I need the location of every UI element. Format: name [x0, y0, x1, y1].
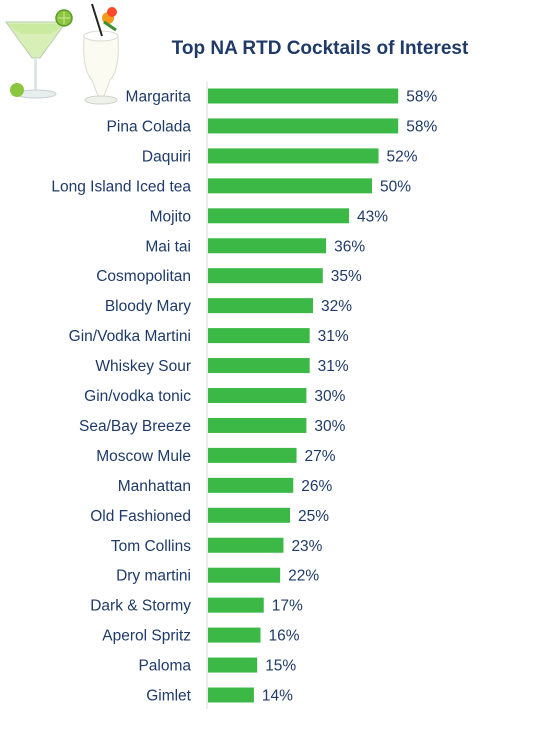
data-label: 43%: [357, 208, 388, 225]
bar: [208, 328, 310, 344]
bar: [208, 268, 323, 284]
category-label: Pina Colada: [107, 118, 192, 135]
bar: [208, 178, 372, 194]
bar: [208, 537, 284, 553]
category-label: Margarita: [126, 89, 192, 106]
chart-title: Top NA RTD Cocktails of Interest: [171, 38, 469, 59]
data-label: 50%: [380, 178, 411, 195]
data-label: 27%: [305, 448, 336, 465]
category-label: Aperol Spritz: [102, 628, 191, 645]
bar: [208, 238, 327, 254]
data-label: 30%: [314, 418, 345, 435]
data-label: 17%: [272, 598, 303, 615]
data-label: 32%: [321, 298, 352, 315]
bar: [208, 507, 290, 523]
bar: [208, 358, 310, 374]
category-label: Sea/Bay Breeze: [79, 418, 191, 435]
category-label: Mojito: [150, 208, 191, 225]
category-label: Old Fashioned: [90, 508, 191, 525]
bar: [208, 687, 254, 703]
data-label: 16%: [268, 628, 299, 645]
bar: [208, 657, 258, 673]
category-label: Cosmopolitan: [96, 268, 191, 285]
bar: [208, 477, 294, 493]
category-label: Paloma: [138, 658, 191, 675]
data-label: 35%: [331, 268, 362, 285]
bar: [208, 447, 297, 463]
bar: [208, 298, 313, 314]
data-label: 26%: [301, 478, 332, 495]
category-label: Bloody Mary: [105, 298, 191, 315]
category-label: Dark & Stormy: [90, 598, 191, 615]
bar: [208, 417, 307, 433]
data-label: 36%: [334, 238, 365, 255]
data-label: 31%: [318, 358, 349, 375]
data-label: 58%: [406, 118, 437, 135]
data-label: 15%: [265, 658, 296, 675]
bar: [208, 208, 350, 224]
data-label: 23%: [291, 538, 322, 555]
data-label: 31%: [318, 328, 349, 345]
category-label: Gin/Vodka Martini: [69, 328, 191, 345]
category-label: Gin/vodka tonic: [84, 388, 191, 405]
data-label: 52%: [387, 148, 418, 165]
bar: [208, 388, 307, 403]
category-label: Mai tai: [145, 238, 191, 255]
category-label: Tom Collins: [111, 538, 191, 555]
data-label: 25%: [298, 508, 329, 525]
bar: [208, 627, 261, 643]
category-label: Moscow Mule: [96, 448, 191, 465]
cocktail-glasses-icon: [5, 3, 119, 105]
data-label: 58%: [406, 89, 437, 106]
category-label: Dry martini: [116, 568, 191, 585]
data-label: 14%: [262, 688, 293, 705]
bar: [208, 597, 264, 613]
category-label: Long Island Iced tea: [51, 178, 191, 195]
category-label: Whiskey Sour: [95, 358, 191, 375]
bar: [208, 148, 379, 164]
category-label: Gimlet: [146, 688, 191, 705]
bar: [208, 567, 281, 583]
bar: [208, 118, 399, 134]
data-label: 22%: [288, 568, 319, 585]
bar: [208, 88, 399, 104]
category-label: Daquiri: [142, 148, 191, 165]
data-label: 30%: [314, 388, 345, 405]
category-label: Manhattan: [118, 478, 191, 495]
